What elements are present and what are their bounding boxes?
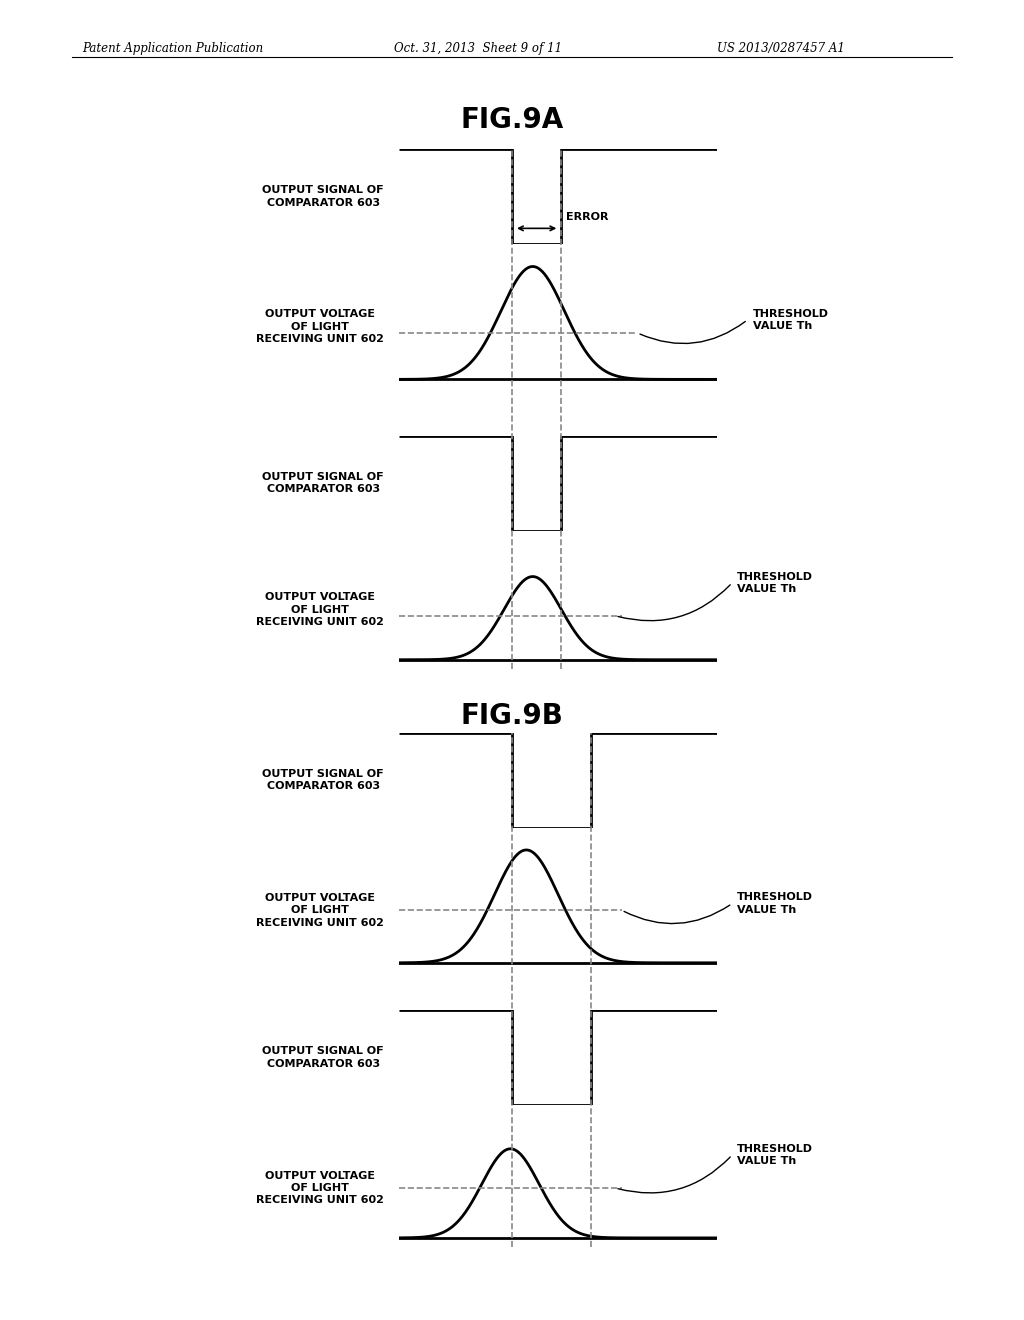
Text: THRESHOLD
VALUE Th: THRESHOLD VALUE Th xyxy=(737,572,813,594)
Text: THRESHOLD
VALUE Th: THRESHOLD VALUE Th xyxy=(753,309,828,331)
Text: OUTPUT SIGNAL OF
COMPARATOR 603: OUTPUT SIGNAL OF COMPARATOR 603 xyxy=(262,770,384,791)
Text: THRESHOLD
VALUE Th: THRESHOLD VALUE Th xyxy=(737,892,813,915)
Text: OUTPUT VOLTAGE
OF LIGHT
RECEIVING UNIT 602: OUTPUT VOLTAGE OF LIGHT RECEIVING UNIT 6… xyxy=(256,309,384,345)
Text: OUTPUT VOLTAGE
OF LIGHT
RECEIVING UNIT 602: OUTPUT VOLTAGE OF LIGHT RECEIVING UNIT 6… xyxy=(256,593,384,627)
Text: OUTPUT SIGNAL OF
COMPARATOR 603: OUTPUT SIGNAL OF COMPARATOR 603 xyxy=(262,186,384,207)
Text: OUTPUT VOLTAGE
OF LIGHT
RECEIVING UNIT 602: OUTPUT VOLTAGE OF LIGHT RECEIVING UNIT 6… xyxy=(256,892,384,928)
Text: OUTPUT VOLTAGE
OF LIGHT
RECEIVING UNIT 602: OUTPUT VOLTAGE OF LIGHT RECEIVING UNIT 6… xyxy=(256,1171,384,1205)
Text: US 2013/0287457 A1: US 2013/0287457 A1 xyxy=(717,42,845,55)
Text: THRESHOLD
VALUE Th: THRESHOLD VALUE Th xyxy=(737,1144,813,1166)
Text: OUTPUT SIGNAL OF
COMPARATOR 603: OUTPUT SIGNAL OF COMPARATOR 603 xyxy=(262,473,384,494)
Text: Patent Application Publication: Patent Application Publication xyxy=(82,42,263,55)
Text: FIG.9B: FIG.9B xyxy=(461,702,563,730)
Text: FIG.9A: FIG.9A xyxy=(461,106,563,133)
Text: ERROR: ERROR xyxy=(566,211,609,222)
Text: OUTPUT SIGNAL OF
COMPARATOR 603: OUTPUT SIGNAL OF COMPARATOR 603 xyxy=(262,1047,384,1068)
Text: Oct. 31, 2013  Sheet 9 of 11: Oct. 31, 2013 Sheet 9 of 11 xyxy=(394,42,562,55)
